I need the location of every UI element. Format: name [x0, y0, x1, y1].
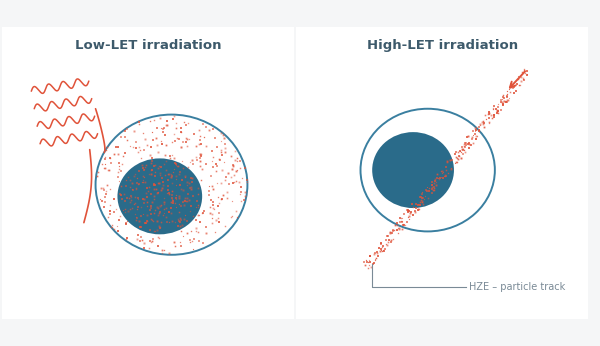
FancyBboxPatch shape — [0, 22, 299, 324]
Ellipse shape — [95, 115, 247, 255]
Ellipse shape — [361, 109, 495, 231]
Text: HZE – particle track: HZE – particle track — [469, 282, 565, 292]
Ellipse shape — [118, 158, 202, 234]
Ellipse shape — [372, 132, 454, 208]
Text: Low-LET irradiation: Low-LET irradiation — [75, 39, 221, 53]
Text: High-LET irradiation: High-LET irradiation — [367, 39, 518, 53]
FancyBboxPatch shape — [292, 22, 593, 324]
